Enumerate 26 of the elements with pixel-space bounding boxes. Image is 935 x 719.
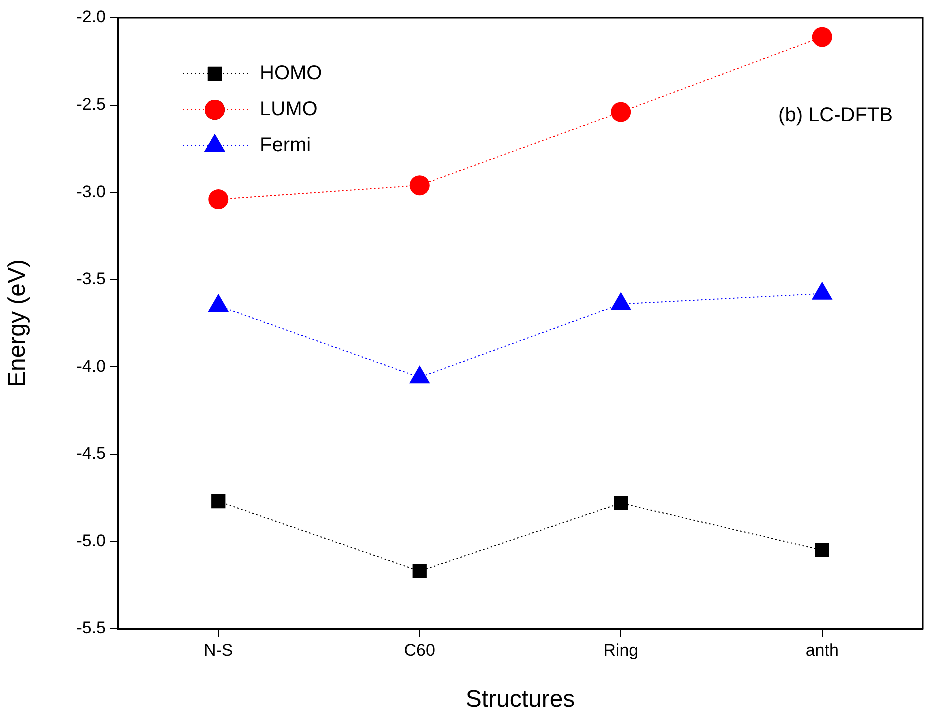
y-tick-label: -2.5	[76, 94, 106, 114]
point	[812, 27, 832, 48]
point	[611, 102, 632, 122]
x-axis-title: Structures	[466, 686, 576, 714]
point	[614, 496, 628, 510]
legend-label: LUMO	[260, 98, 318, 121]
y-tick-label: -4.0	[76, 356, 106, 376]
point	[212, 494, 226, 509]
point	[815, 543, 830, 558]
annotation: (b) LC-DFTB	[778, 104, 893, 127]
point	[410, 176, 430, 196]
y-tick-label: -3.0	[76, 182, 106, 202]
legend-label: Fermi	[260, 134, 312, 157]
point	[412, 564, 427, 578]
y-tick-label: -5.0	[76, 531, 106, 550]
y-tick-label: -4.5	[76, 444, 106, 464]
legend-label: HOMO	[260, 62, 322, 85]
y-tick-label: -5.5	[76, 618, 106, 638]
x-tick-label: N-S	[204, 640, 234, 660]
point	[208, 190, 229, 210]
y-tick-label: -2.0	[76, 8, 106, 27]
y-axis-title: Energy (eV)	[4, 259, 32, 388]
x-tick-label: Ring	[604, 640, 639, 660]
y-tick-label: -3.5	[76, 270, 106, 289]
x-tick-label: anth	[806, 640, 839, 660]
x-tick-label: C60	[404, 640, 436, 660]
